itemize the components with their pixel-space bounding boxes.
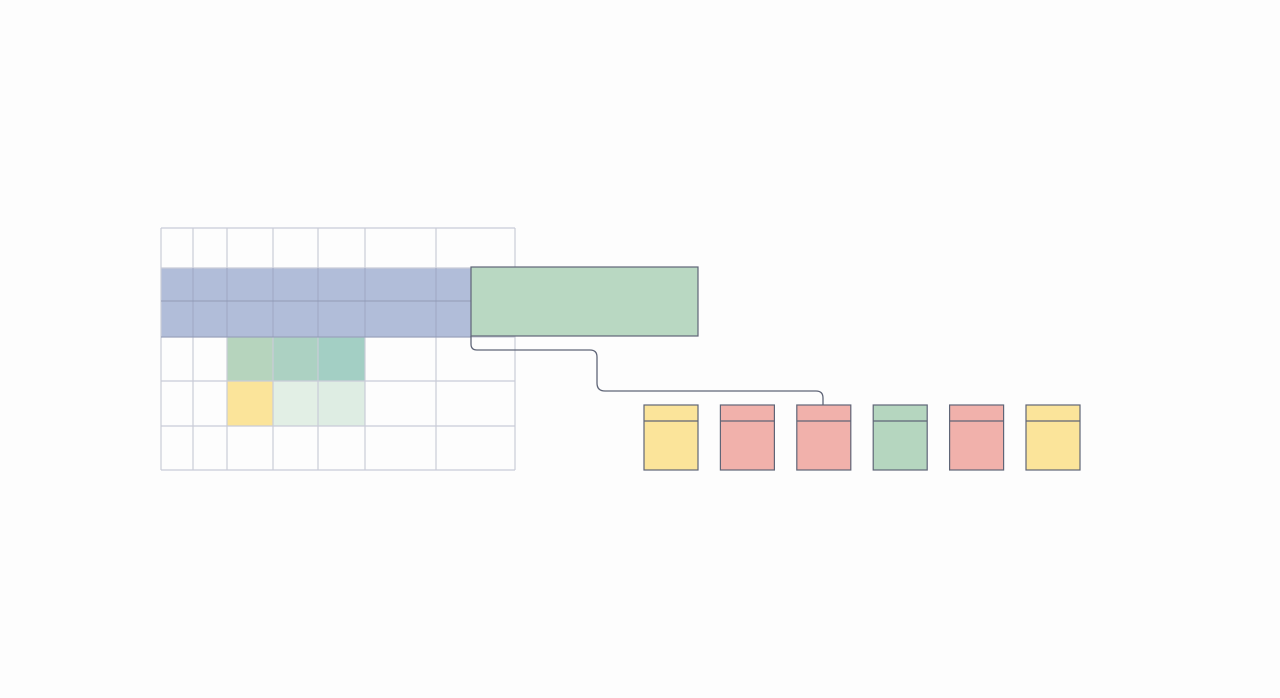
green-cell — [273, 337, 318, 381]
card-red — [796, 404, 852, 471]
light-green-cell — [318, 381, 365, 426]
blue-band — [161, 268, 471, 337]
yellow-cell — [227, 381, 273, 426]
green-cell — [318, 337, 365, 381]
card-red — [719, 404, 776, 471]
card-red — [948, 404, 1005, 471]
card-yellow — [1025, 404, 1081, 471]
green-block — [470, 266, 699, 337]
connector-line — [470, 336, 824, 405]
card-green — [872, 404, 928, 471]
green-cell — [227, 337, 273, 381]
card-yellow — [643, 404, 699, 471]
light-green-cell — [273, 381, 318, 426]
